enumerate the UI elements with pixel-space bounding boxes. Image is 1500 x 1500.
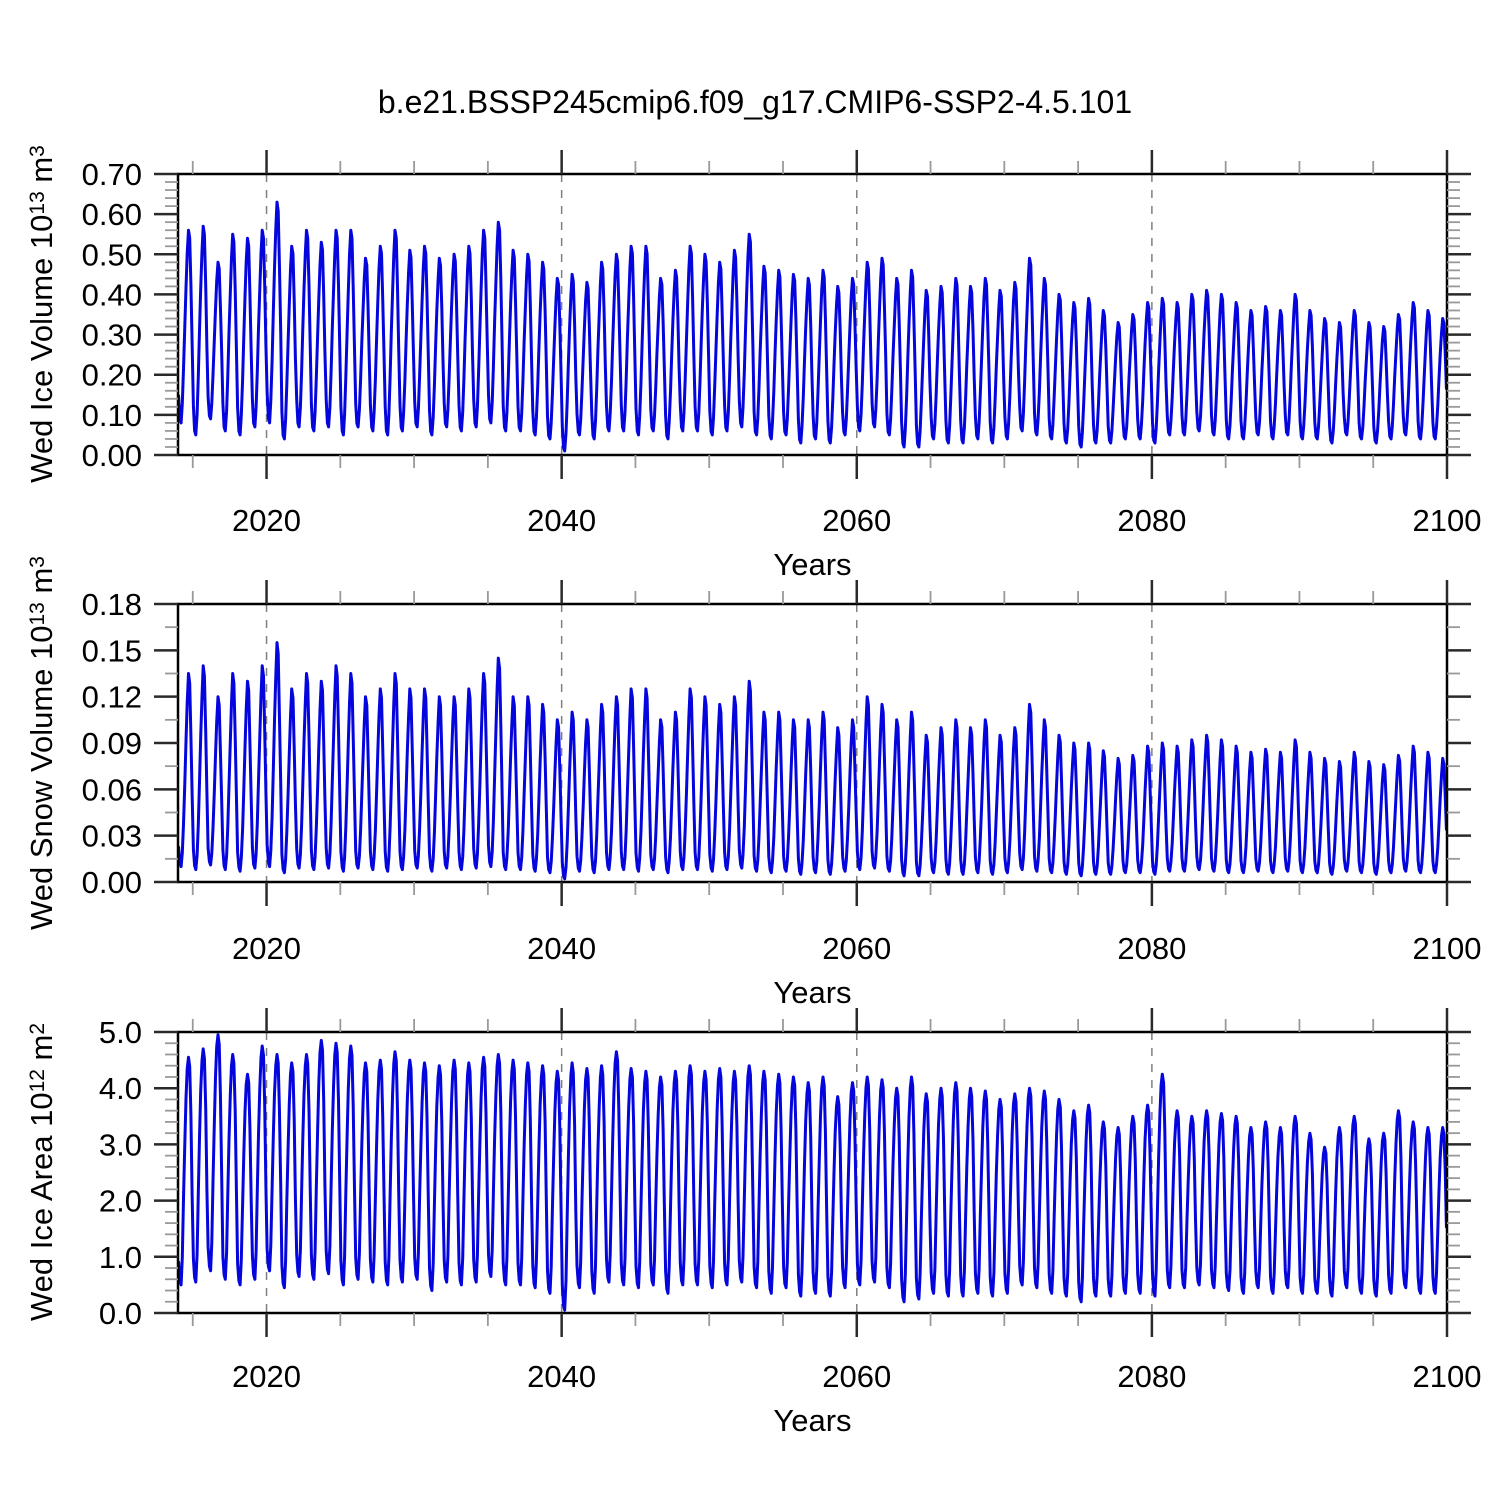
y-tick-label: 3.0 — [99, 1127, 142, 1162]
x-tick-label: 2080 — [1117, 1359, 1186, 1394]
y-tick-label: 0.10 — [82, 398, 142, 433]
data-line-panel-1 — [177, 200, 1448, 453]
x-tick-label: 2100 — [1413, 503, 1482, 538]
x-tick-label: 2040 — [527, 931, 596, 966]
y-tick-label: 5.0 — [99, 1015, 142, 1050]
y-tick-label: 0.60 — [82, 197, 142, 232]
x-axis-label-years-panel-2: Years — [773, 975, 852, 1010]
data-line-panel-3 — [177, 1033, 1448, 1312]
y-tick-label: 0.00 — [82, 438, 142, 473]
y-tick-label: 0.0 — [99, 1296, 142, 1331]
y-tick-label: 0.30 — [82, 318, 142, 353]
y-tick-label: 4.0 — [99, 1071, 142, 1106]
y-tick-label: 2.0 — [99, 1184, 142, 1219]
y-tick-label: 0.03 — [82, 819, 142, 854]
y-tick-label: 0.50 — [82, 237, 142, 272]
x-axis-label-years-panel-3: Years — [773, 1403, 852, 1438]
figure-title: b.e21.BSSP245cmip6.f09_g17.CMIP6-SSP2-4.… — [377, 84, 1133, 120]
x-tick-label: 2080 — [1117, 503, 1186, 538]
x-tick-label: 2020 — [232, 503, 301, 538]
x-axis-label-years-panel-1: Years — [773, 547, 852, 582]
y-tick-label: 0.06 — [82, 772, 142, 807]
x-tick-label: 2040 — [527, 503, 596, 538]
y-tick-label: 1.0 — [99, 1240, 142, 1275]
x-tick-label: 2020 — [232, 931, 301, 966]
x-tick-label: 2080 — [1117, 931, 1186, 966]
y-tick-label: 0.15 — [82, 633, 142, 668]
x-tick-label: 2020 — [232, 1359, 301, 1394]
y-tick-label: 0.40 — [82, 277, 142, 312]
y-tick-label: 0.18 — [82, 587, 142, 622]
x-tick-label: 2060 — [822, 503, 891, 538]
axis-frame-panel-1 — [176, 172, 1449, 457]
x-tick-label: 2040 — [527, 1359, 596, 1394]
y-tick-label: 0.20 — [82, 358, 142, 393]
data-line-panel-2 — [177, 641, 1448, 881]
x-tick-label: 2060 — [822, 931, 891, 966]
axis-frame-panel-3 — [176, 1030, 1449, 1315]
x-tick-label: 2100 — [1413, 931, 1482, 966]
x-tick-label: 2100 — [1413, 1359, 1482, 1394]
y-tick-label: 0.00 — [82, 865, 142, 900]
x-tick-label: 2060 — [822, 1359, 891, 1394]
y-tick-label: 0.12 — [82, 680, 142, 715]
y-tick-label: 0.09 — [82, 726, 142, 761]
y-tick-label: 0.70 — [82, 157, 142, 192]
